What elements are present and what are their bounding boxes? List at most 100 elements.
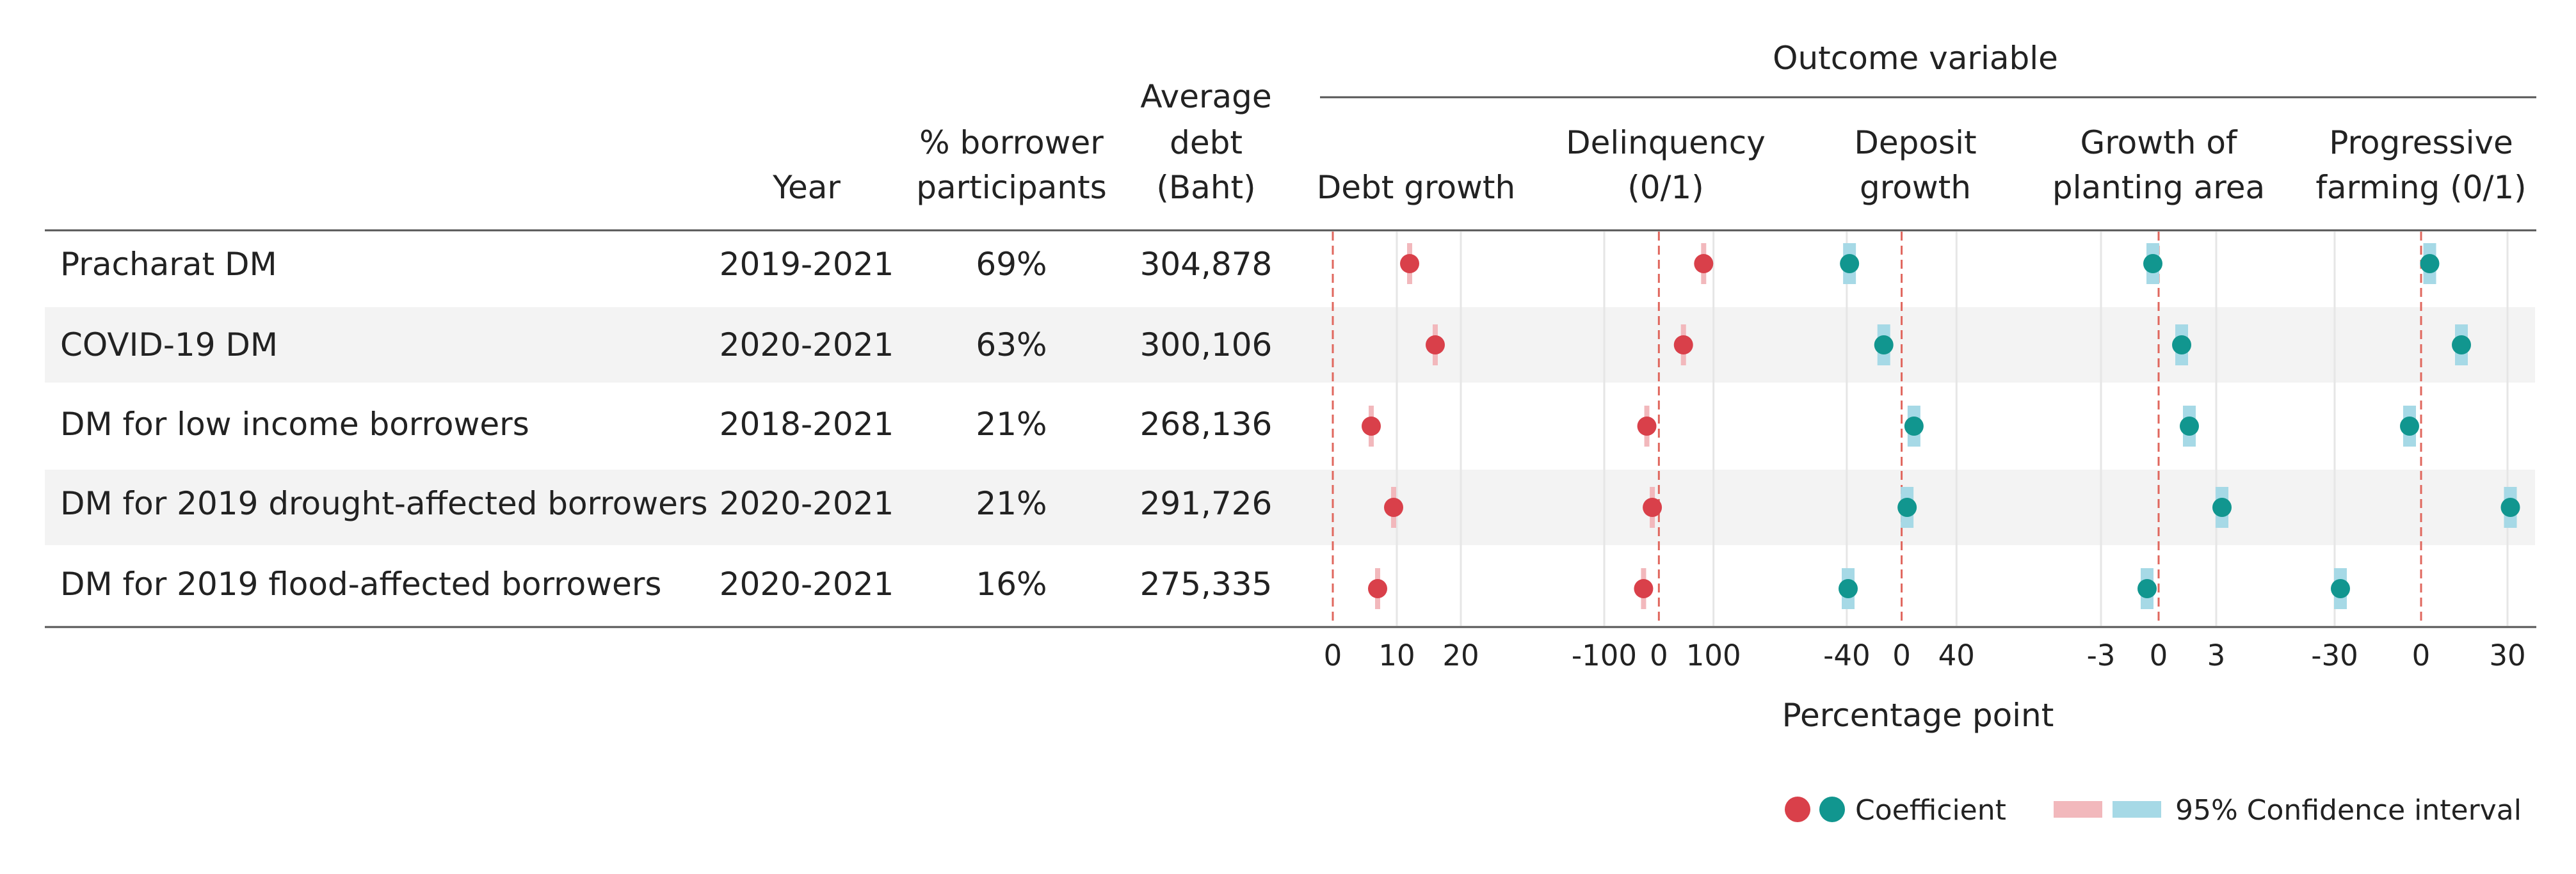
- coefficient-point: [1634, 579, 1654, 598]
- panel-title: (0/1): [1627, 169, 1703, 206]
- year-cell: 2020-2021: [720, 485, 894, 522]
- coefficient-point: [2172, 335, 2191, 354]
- coefficient-point: [1874, 335, 1894, 354]
- debt-cell: 300,106: [1140, 326, 1273, 363]
- program-label: Pracharat DM: [60, 246, 277, 283]
- coefficient-point: [1637, 417, 1657, 436]
- tick-label: 3: [2207, 639, 2226, 672]
- tick-label: 20: [1442, 639, 1479, 672]
- coefficient-point: [2452, 335, 2471, 354]
- program-label: COVID-19 DM: [60, 326, 278, 363]
- tick-label: 30: [2489, 639, 2525, 672]
- coefficient-point: [1368, 579, 1387, 598]
- tick-label: 10: [1378, 639, 1415, 672]
- legend-coefficient-teal-dot: [1819, 797, 1845, 822]
- coefficient-point: [1384, 498, 1403, 517]
- coefficient-point: [1362, 417, 1381, 436]
- coefficient-point: [1400, 254, 1419, 273]
- coefficient-point: [2212, 498, 2232, 517]
- tick-label: 0: [1324, 639, 1342, 672]
- coefficient-point: [2400, 417, 2419, 436]
- header-line: participants: [916, 169, 1107, 206]
- year-cell: 2020-2021: [720, 566, 894, 603]
- coefficient-point: [1904, 417, 1924, 436]
- participants-header: % borrower participants: [916, 124, 1107, 206]
- table-row: DM for 2019 drought-affected borrowers 2…: [60, 485, 1272, 522]
- legend-ci-teal-swatch: [2113, 801, 2161, 818]
- tick-label: -3: [2087, 639, 2116, 672]
- row-band: [45, 470, 2535, 545]
- panel-title: growth: [1860, 169, 1971, 206]
- tick-label: 100: [1686, 639, 1741, 672]
- tick-label: 0: [1650, 639, 1668, 672]
- table-row: Pracharat DM 2019-2021 69% 304,878: [60, 246, 1272, 283]
- panel-title: Growth of: [2080, 124, 2237, 161]
- program-label: DM for low income borrowers: [60, 406, 529, 443]
- panel-title: planting area: [2052, 169, 2265, 206]
- panel-1: Delinquency (0/1) -100 0 100: [1566, 124, 1766, 672]
- tick-label: -30: [2311, 639, 2358, 672]
- header-line: Average: [1140, 78, 1271, 115]
- tick-label: -40: [1823, 639, 1871, 672]
- legend-coefficient-red-dot: [1785, 797, 1810, 822]
- x-axis-label: Percentage point: [1782, 697, 2054, 734]
- header-line: Year: [772, 169, 841, 206]
- panel-2: Deposit growth -40 0 40: [1823, 124, 1976, 672]
- legend-coefficient-label: Coefficient: [1855, 794, 2006, 827]
- participants-cell: 16%: [976, 566, 1047, 603]
- coefficient-point: [2180, 417, 2199, 436]
- program-label: DM for 2019 drought-affected borrowers: [60, 485, 708, 522]
- panel-title: Deposit: [1854, 124, 1976, 161]
- coefficient-point: [1839, 579, 1858, 598]
- table-row: DM for low income borrowers 2018-2021 21…: [60, 406, 1272, 443]
- row-band: [45, 307, 2535, 383]
- panel-3: Growth of planting area -3 0 3: [2052, 124, 2265, 672]
- debt-header: Average debt (Baht): [1140, 78, 1271, 206]
- debt-cell: 268,136: [1140, 406, 1273, 443]
- tick-label: 0: [2412, 639, 2431, 672]
- outcome-title: Outcome variable: [1773, 40, 2058, 77]
- year-header: Year: [772, 169, 841, 206]
- debt-cell: 291,726: [1140, 485, 1273, 522]
- header-line: debt: [1170, 124, 1243, 161]
- header-line: (Baht): [1156, 169, 1255, 206]
- coefficient-point: [1673, 335, 1693, 354]
- tick-label: 0: [2150, 639, 2168, 672]
- panel-title: Delinquency: [1566, 124, 1766, 161]
- year-cell: 2019-2021: [720, 246, 894, 283]
- legend-ci-red-swatch: [2054, 801, 2102, 818]
- coefficient-point: [2331, 579, 2350, 598]
- legend-ci-label: 95% Confidence interval: [2175, 794, 2522, 827]
- participants-cell: 21%: [976, 485, 1047, 522]
- coefficient-point: [2143, 254, 2162, 273]
- debt-cell: 304,878: [1140, 246, 1273, 283]
- participants-cell: 21%: [976, 406, 1047, 443]
- tick-label: 40: [1938, 639, 1975, 672]
- coefficient-point: [2137, 579, 2157, 598]
- coefficient-point: [2420, 254, 2440, 273]
- coefficient-point: [1840, 254, 1860, 273]
- participants-cell: 69%: [976, 246, 1047, 283]
- program-label: DM for 2019 flood-affected borrowers: [60, 566, 661, 603]
- coefficient-point: [2500, 498, 2520, 517]
- legend: Coefficient 95% Confidence interval: [1785, 794, 2522, 827]
- panel-4: Progressive farming (0/1) -30 0 30: [2311, 124, 2526, 672]
- coefficient-point: [1426, 335, 1445, 354]
- debt-cell: 275,335: [1140, 566, 1273, 603]
- panel-title: Progressive: [2329, 124, 2513, 161]
- participants-cell: 63%: [976, 326, 1047, 363]
- table-row: COVID-19 DM 2020-2021 63% 300,106: [60, 326, 1272, 363]
- header-line: % borrower: [919, 124, 1104, 161]
- coefficient-point: [1694, 254, 1714, 273]
- year-cell: 2020-2021: [720, 326, 894, 363]
- coefficient-point: [1643, 498, 1662, 517]
- coefficient-point: [1897, 498, 1917, 517]
- tick-label: -100: [1572, 639, 1637, 672]
- panel-title: Debt growth: [1317, 169, 1515, 206]
- year-cell: 2018-2021: [720, 406, 894, 443]
- table-row: DM for 2019 flood-affected borrowers 202…: [60, 566, 1272, 603]
- panel-title: farming (0/1): [2315, 169, 2526, 206]
- panel-0: Debt growth 0 10 20: [1317, 169, 1515, 672]
- tick-label: 0: [1892, 639, 1911, 672]
